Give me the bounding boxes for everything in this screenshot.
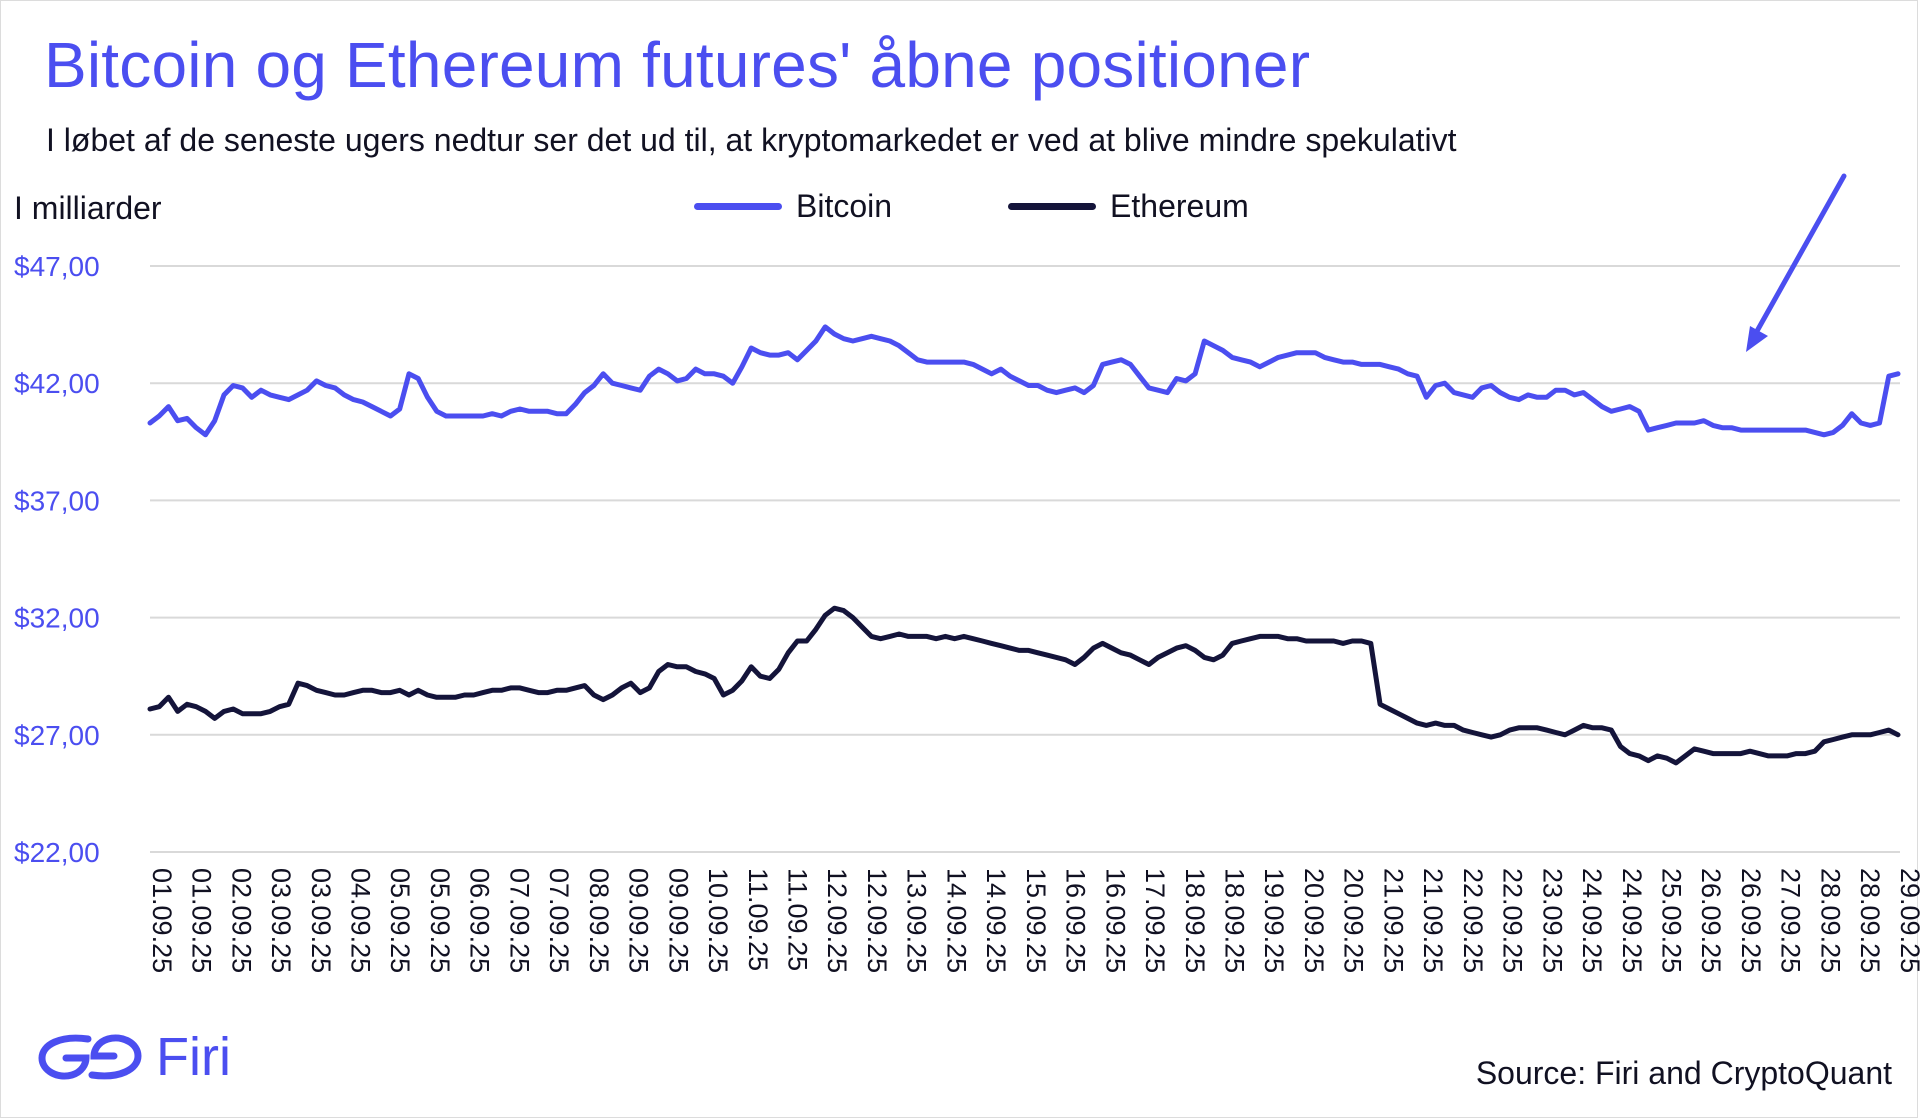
y-tick-label: $42,00 [14,368,100,399]
x-tick-label: 14.09.25 [941,868,971,973]
legend: Bitcoin Ethereum [694,188,1365,225]
legend-label-ethereum: Ethereum [1110,188,1249,224]
x-tick-label: 10.09.25 [703,868,733,973]
y-tick-label: $27,00 [14,720,100,751]
x-tick-label: 03.09.25 [266,868,296,973]
x-tick-label: 27.09.25 [1776,868,1806,973]
y-axis-unit-label: I milliarder [14,190,162,226]
x-tick-label: 29.09.25 [1895,868,1920,973]
x-tick-label: 11.09.25 [743,868,773,971]
chart-subtitle: I løbet af de seneste ugers nedtur ser d… [46,122,1457,158]
x-tick-label: 14.09.25 [981,868,1011,973]
x-tick-label: 06.09.25 [465,868,495,973]
x-tick-label: 03.09.25 [306,868,336,973]
x-tick-label: 04.09.25 [346,868,376,973]
x-tick-label: 01.09.25 [147,868,177,973]
x-tick-label: 11.09.25 [783,868,813,971]
x-tick-label: 17.09.25 [1140,868,1170,973]
x-tick-label: 05.09.25 [425,868,455,973]
x-tick-label: 21.09.25 [1378,868,1408,973]
series-line-ethereum [147,605,1901,766]
y-tick-label: $22,00 [14,837,100,868]
annotation-arrow [1749,173,1847,343]
x-tick-label: 25.09.25 [1657,868,1687,973]
x-tick-label: 09.09.25 [624,868,654,973]
x-tick-label: 24.09.25 [1617,868,1647,973]
x-tick-label: 19.09.25 [1259,868,1289,973]
x-tick-label: 28.09.25 [1815,868,1845,973]
legend-item-bitcoin: Bitcoin [694,188,892,225]
x-tick-label: 02.09.25 [226,868,256,973]
x-tick-label: 16.09.25 [1100,868,1130,973]
y-tick-label: $37,00 [14,485,100,516]
x-tick-label: 15.09.25 [1021,868,1051,973]
x-tick-label: 16.09.25 [1061,868,1091,973]
legend-swatch-bitcoin [694,203,782,210]
x-tick-label: 26.09.25 [1696,868,1726,973]
firi-logo-icon [38,1034,142,1080]
legend-item-ethereum: Ethereum [1008,188,1249,225]
annotation-arrowhead [1746,326,1768,352]
firi-logo: Firi [38,1026,231,1088]
y-tick-label: $47,00 [14,251,100,282]
x-tick-label: 18.09.25 [1180,868,1210,973]
x-tick-label: 09.09.25 [663,868,693,973]
y-tick-label: $32,00 [14,603,100,634]
x-tick-label: 13.09.25 [902,868,932,973]
x-tick-label: 01.09.25 [187,868,217,973]
legend-label-bitcoin: Bitcoin [796,188,893,224]
x-tick-label: 28.09.25 [1855,868,1885,973]
x-tick-label: 23.09.25 [1537,868,1567,973]
firi-logo-text: Firi [156,1027,231,1087]
x-tick-label: 12.09.25 [862,868,892,973]
x-tick-label: 18.09.25 [1220,868,1250,973]
chart-title: Bitcoin og Ethereum futures' åbne positi… [44,29,1311,101]
x-tick-label: 26.09.25 [1736,868,1766,973]
x-tick-label: 08.09.25 [584,868,614,973]
x-tick-label: 05.09.25 [385,868,415,973]
x-tick-label: 07.09.25 [504,868,534,973]
x-tick-label: 12.09.25 [822,868,852,973]
x-tick-label: 07.09.25 [544,868,574,973]
legend-swatch-ethereum [1008,203,1097,210]
x-tick-label: 21.09.25 [1418,868,1448,973]
x-tick-label: 24.09.25 [1577,868,1607,973]
source-note: Source: Firi and CryptoQuant [1475,1055,1892,1091]
series-line-bitcoin [147,324,1901,438]
x-tick-label: 20.09.25 [1299,868,1329,973]
x-tick-label: 22.09.25 [1458,868,1488,973]
x-tick-label: 22.09.25 [1498,868,1528,973]
x-tick-label: 20.09.25 [1339,868,1369,973]
